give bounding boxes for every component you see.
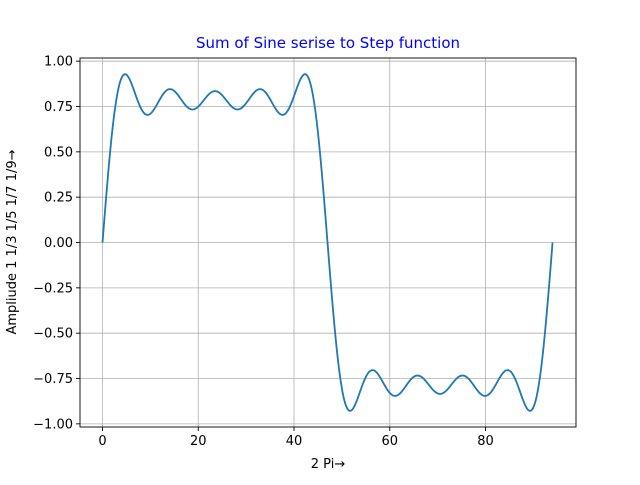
y-tick-label: 0.75: [44, 100, 73, 115]
y-tick-label: −1.00: [33, 417, 73, 432]
y-tick-label: 1.00: [44, 55, 73, 70]
series-line: [101, 73, 554, 412]
y-tick-label: −0.50: [33, 327, 73, 342]
x-tick-label: 80: [477, 434, 494, 449]
y-axis-ticks: −1.00 −0.75 −0.50 −0.25 0.00 0.25 0.50 0.75 1.00: [33, 55, 80, 432]
y-tick-label: −0.75: [33, 372, 73, 387]
chart-title: Sum of Sine serise to Step function: [196, 34, 460, 52]
x-tick-label: 0: [98, 434, 106, 449]
y-tick-label: 0.00: [44, 236, 73, 251]
x-axis-ticks: 0 20 40 60 80: [98, 427, 494, 449]
x-tick-label: 40: [286, 434, 303, 449]
grid-lines: [80, 58, 576, 427]
y-axis-label: Ampliude 1 1/3 1/5 1/7 1/9→: [5, 149, 20, 334]
x-tick-label: 60: [381, 434, 398, 449]
series-layer: [101, 73, 554, 412]
y-tick-label: −0.25: [33, 281, 73, 296]
y-tick-label: 0.50: [44, 145, 73, 160]
y-tick-label: 0.25: [44, 191, 73, 206]
x-axis-label: 2 Pi→: [311, 457, 346, 472]
x-tick-label: 20: [190, 434, 207, 449]
